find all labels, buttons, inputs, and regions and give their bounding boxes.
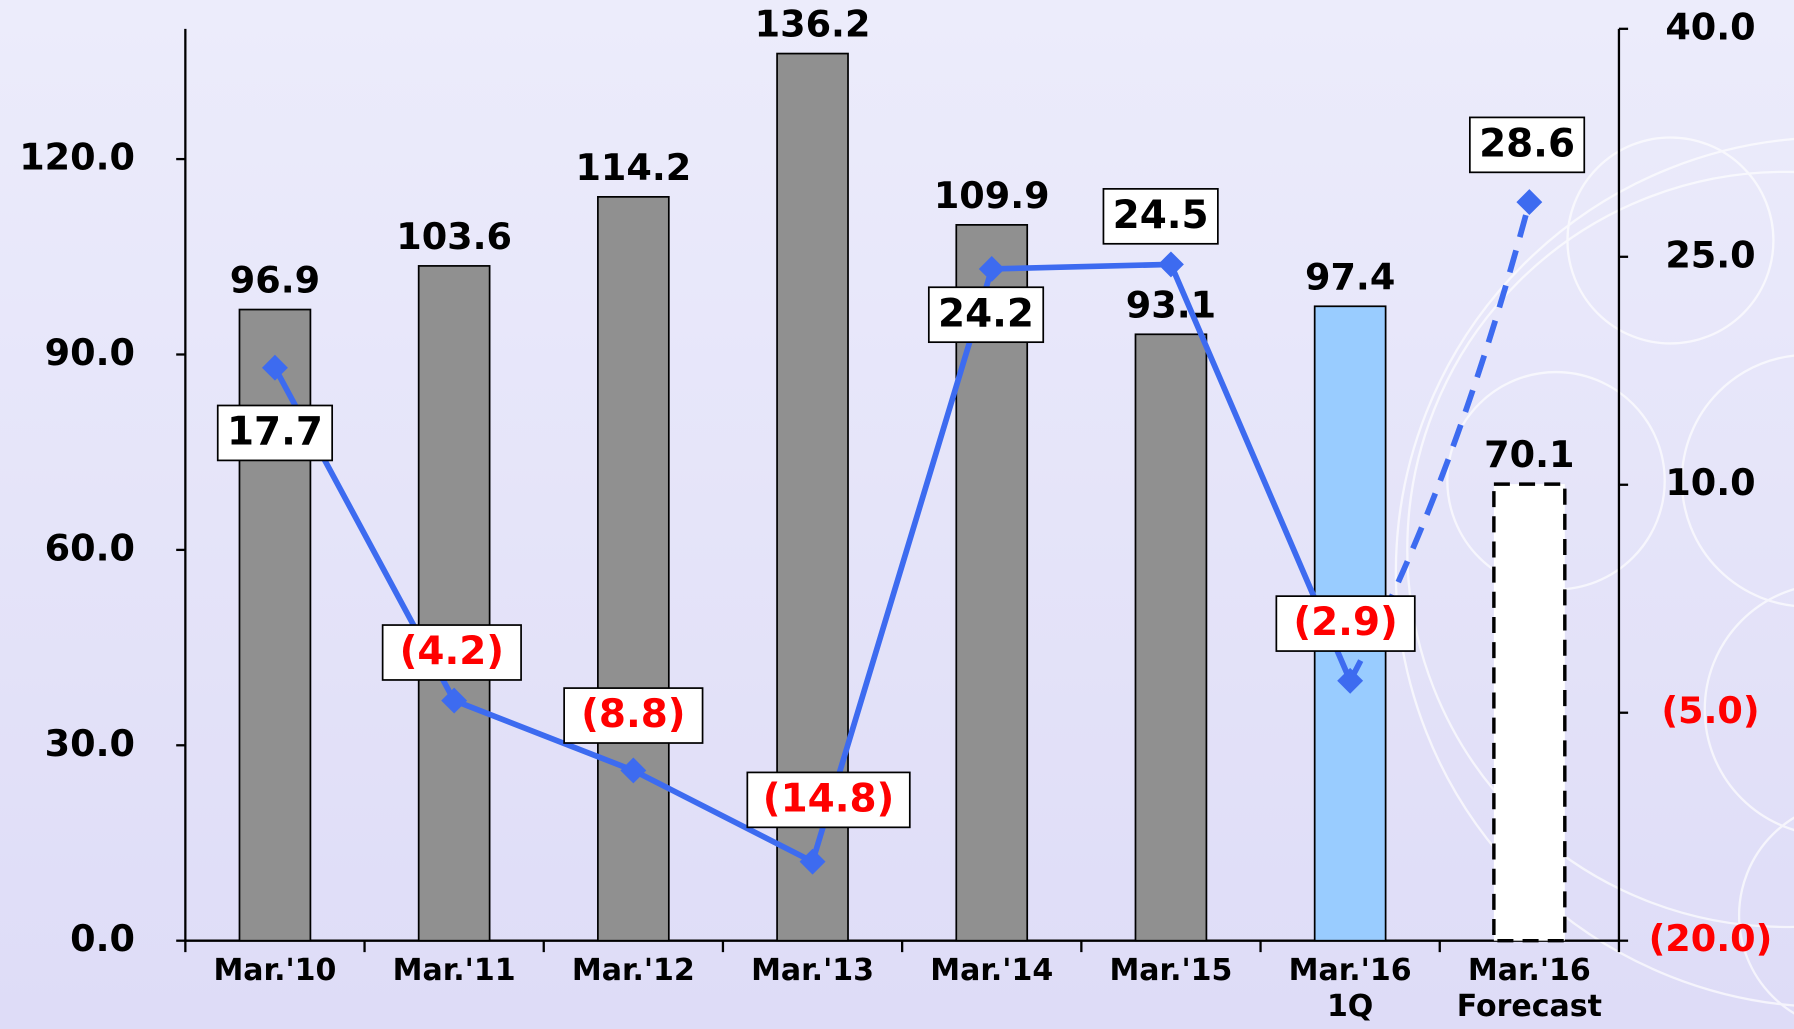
x-tick-label: Mar.'14 xyxy=(930,953,1054,989)
marker xyxy=(620,757,647,784)
x-tick-label: Mar.'15 xyxy=(1109,953,1233,989)
line-label-box xyxy=(746,771,911,829)
line-value-label: (14.8) xyxy=(763,777,895,822)
x-tick-label: Mar.'13 xyxy=(751,953,875,989)
bar xyxy=(417,265,491,942)
y-tick-label: 30.0 xyxy=(45,722,135,765)
line-value-label: 28.6 xyxy=(1479,122,1575,167)
bar xyxy=(1492,482,1567,943)
line-value-label: (2.9) xyxy=(1293,600,1397,645)
bar-value-label: 96.9 xyxy=(230,259,320,302)
y-tick-label: 90.0 xyxy=(45,331,135,374)
bar-value-label: 114.2 xyxy=(575,146,691,189)
bar-value-label: 93.1 xyxy=(1126,283,1216,326)
x-tick-label: Mar.'10 xyxy=(213,953,337,989)
line-value-label: 17.7 xyxy=(227,410,323,455)
marker xyxy=(799,848,826,875)
line-label-box xyxy=(1102,188,1219,245)
bar-value-label: 103.6 xyxy=(396,215,512,258)
line-label-box xyxy=(927,286,1045,344)
line-label-box xyxy=(563,687,704,744)
bar xyxy=(597,196,670,942)
bar-value-label: 97.4 xyxy=(1305,255,1395,298)
y-tick-label: 60.0 xyxy=(45,526,135,569)
bar-value-label: 70.1 xyxy=(1484,433,1574,476)
marker xyxy=(1337,667,1364,694)
marker xyxy=(1158,251,1184,278)
forecast-line xyxy=(1347,201,1533,683)
line-label-box xyxy=(216,404,334,462)
line-label-box xyxy=(1275,595,1416,652)
x-tick-label: Mar.'16 Forecast xyxy=(1456,953,1602,1025)
marker xyxy=(441,687,468,714)
y-tick-label: 0.0 xyxy=(70,917,135,960)
y-tick-label: 120.0 xyxy=(19,136,135,179)
y2-tick-label: 10.0 xyxy=(1665,461,1755,504)
bar xyxy=(238,308,312,942)
bar-value-label: 136.2 xyxy=(755,3,871,46)
y2-tick-label: (20.0) xyxy=(1649,917,1773,960)
marker xyxy=(1516,189,1543,216)
line-value-label: (8.8) xyxy=(581,692,685,737)
line-value-label: (4.2) xyxy=(400,629,504,674)
y2-tick-label: (5.0) xyxy=(1661,689,1759,732)
line-label-box xyxy=(1468,116,1586,174)
x-tick-label: Mar.'16 1Q xyxy=(1288,953,1412,1025)
marker xyxy=(978,255,1005,282)
line-value-label: 24.5 xyxy=(1113,193,1209,238)
y2-tick-label: 25.0 xyxy=(1665,233,1755,276)
bar-value-label: 109.9 xyxy=(934,174,1050,217)
bar xyxy=(1134,333,1208,942)
line-label-box xyxy=(381,624,522,681)
y2-tick-label: 40.0 xyxy=(1665,5,1755,48)
x-tick-label: Mar.'11 xyxy=(392,953,516,989)
x-tick-label: Mar.'12 xyxy=(571,953,695,989)
line-value-label: 24.2 xyxy=(938,291,1034,336)
